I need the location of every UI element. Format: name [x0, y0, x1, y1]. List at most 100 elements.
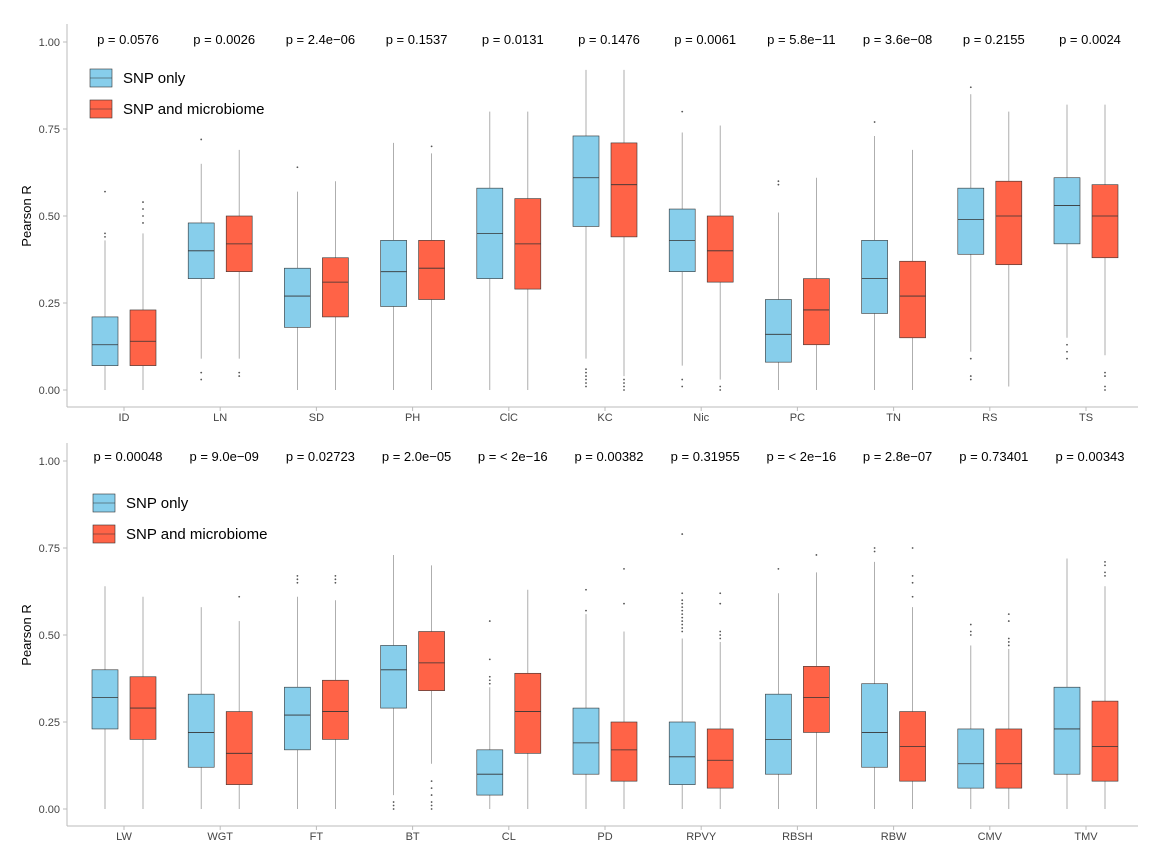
iqr-box [706, 215, 734, 283]
outlier-point [1066, 343, 1068, 346]
iqr-box [861, 240, 888, 314]
iqr-box [995, 180, 1023, 266]
outlier-point [488, 675, 491, 678]
outlier-point [392, 808, 395, 810]
outlier-point [430, 780, 433, 783]
iqr-box [284, 686, 311, 751]
p-value-label: p = 0.0024 [1059, 32, 1121, 47]
box-snp-only [765, 567, 792, 809]
y-tick-label: 0.00 [39, 804, 60, 816]
box-snp-only [668, 110, 696, 388]
outlier-point [1007, 620, 1010, 622]
p-value-label: p = 2.4e−06 [286, 32, 355, 47]
outlier-point [719, 634, 722, 636]
iqr-box [861, 683, 888, 768]
outlier-point [911, 595, 914, 598]
box-snp-microbiome [706, 592, 734, 809]
box-snp-microbiome [899, 547, 926, 809]
iqr-box [322, 257, 349, 318]
outlier-point [142, 208, 144, 210]
outlier-point [777, 183, 780, 186]
outlier-point [719, 602, 722, 605]
outlier-point [969, 378, 972, 381]
p-value-label: p = 0.0026 [193, 32, 255, 47]
p-value-label: p = 0.00048 [93, 449, 162, 464]
p-value-label: p = 0.00343 [1055, 449, 1124, 464]
p-value-label: p = 2.8e−07 [863, 449, 932, 464]
outlier-point [585, 378, 587, 381]
panel-1: 0.00 0.25 0.50 0.75 1.00 Pearson R ID p = 0.057… [19, 24, 1138, 424]
outlier-point [200, 138, 203, 141]
y-tick-label: 0.25 [39, 717, 60, 729]
box-snp-only [187, 607, 215, 809]
outlier-point [1104, 561, 1106, 563]
p-value-label: p = 0.1476 [578, 32, 640, 47]
x-tick-label: KC [597, 412, 612, 424]
outlier-point [430, 787, 433, 790]
iqr-box [418, 631, 445, 691]
outlier-point [719, 637, 722, 640]
box-snp-microbiome [514, 589, 542, 809]
outlier-point [142, 215, 144, 217]
iqr-box [322, 679, 349, 740]
outlier-point [296, 578, 299, 581]
outlier-point [1104, 574, 1106, 577]
iqr-box [91, 669, 119, 730]
outlier-point [585, 371, 587, 374]
outlier-point [623, 389, 625, 391]
box-snp-microbiome [322, 181, 349, 390]
outlier-point [238, 375, 241, 377]
p-value-label: p = 0.0576 [97, 32, 159, 47]
x-tick-label: WGT [207, 831, 233, 843]
iqr-box [572, 707, 600, 775]
box-snp-only [572, 588, 600, 809]
box-snp-only [765, 180, 792, 390]
x-tick-label: Nic [693, 412, 709, 424]
outlier-point [623, 378, 625, 381]
x-tick-label: CMV [978, 831, 1003, 843]
outlier-point [238, 595, 241, 598]
iqr-box [572, 135, 600, 227]
outlier-point [969, 623, 972, 626]
box-snp-only [187, 138, 215, 381]
box-snp-microbiome [322, 574, 349, 809]
outlier-point [585, 368, 587, 371]
outlier-point [585, 609, 587, 612]
outlier-point [1104, 571, 1106, 574]
box-snp-microbiome [1091, 104, 1119, 391]
box-snp-only [380, 142, 407, 390]
box-snp-microbiome [899, 149, 926, 390]
outlier-point [911, 574, 914, 577]
outlier-point [392, 804, 395, 807]
outlier-point [585, 375, 587, 377]
outlier-point [1007, 641, 1010, 643]
iqr-box [1091, 700, 1119, 782]
x-tick-label: RBSH [782, 831, 813, 843]
iqr-box [957, 187, 985, 255]
box-snp-only [284, 166, 311, 390]
x-tick-label: PD [597, 831, 612, 843]
outlier-point [1104, 375, 1106, 377]
outlier-point [681, 609, 684, 612]
outlier-point [1104, 371, 1106, 374]
y-tick-label: 0.75 [39, 543, 60, 555]
outlier-point [681, 110, 684, 113]
outlier-point [681, 533, 684, 535]
box-snp-only [572, 69, 600, 388]
box-snp-microbiome [418, 145, 445, 390]
p-value-label: p = 2.0e−05 [382, 449, 451, 464]
outlier-point [719, 389, 722, 391]
box-snp-microbiome [610, 69, 638, 391]
outlier-point [1104, 385, 1106, 388]
iqr-box [380, 645, 407, 709]
box-snp-microbiome [706, 125, 734, 391]
outlier-point [681, 602, 684, 605]
p-value-label: p = 0.0061 [674, 32, 736, 47]
box-snp-only [1053, 104, 1081, 360]
legend-label: SNP only [126, 495, 189, 512]
outlier-point [969, 357, 972, 360]
box-snp-only [861, 547, 888, 809]
iqr-box [706, 728, 734, 789]
x-tick-label: SD [309, 412, 324, 424]
iqr-box [610, 721, 638, 782]
